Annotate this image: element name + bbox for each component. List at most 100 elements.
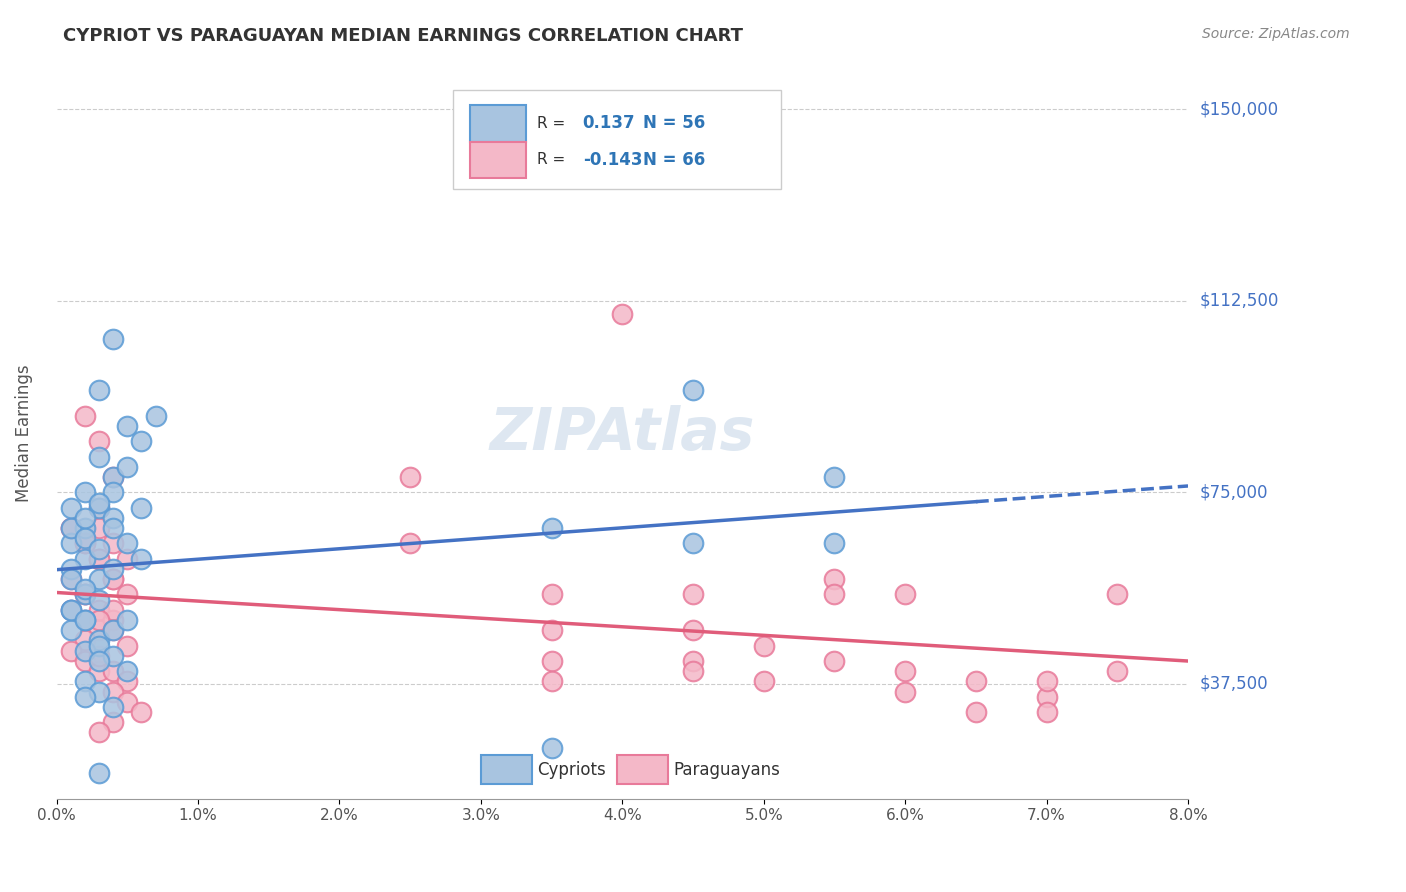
Point	[87, 725, 110, 739]
FancyBboxPatch shape	[470, 142, 526, 178]
Point	[73, 582, 96, 597]
Point	[87, 450, 110, 464]
Point	[101, 624, 124, 638]
Text: R =: R =	[537, 116, 565, 131]
Point	[540, 654, 562, 668]
Point	[965, 705, 987, 719]
Point	[117, 639, 139, 653]
Point	[101, 613, 124, 627]
Point	[131, 434, 153, 449]
Text: $112,500: $112,500	[1199, 292, 1278, 310]
Text: R =: R =	[537, 153, 565, 168]
Point	[824, 572, 846, 586]
Point	[73, 587, 96, 601]
Point	[101, 332, 124, 346]
Point	[1035, 674, 1057, 689]
Point	[59, 603, 82, 617]
Point	[59, 562, 82, 576]
Point	[73, 521, 96, 535]
Point	[73, 654, 96, 668]
Point	[131, 500, 153, 515]
Point	[894, 684, 917, 698]
Point	[131, 705, 153, 719]
Point	[73, 643, 96, 657]
Point	[87, 551, 110, 566]
Point	[540, 587, 562, 601]
Text: ZIPAtlas: ZIPAtlas	[489, 405, 755, 462]
Point	[824, 470, 846, 484]
Point	[87, 648, 110, 663]
Point	[117, 613, 139, 627]
Point	[73, 536, 96, 550]
FancyBboxPatch shape	[470, 105, 526, 142]
Point	[894, 664, 917, 678]
Point	[101, 536, 124, 550]
Point	[117, 459, 139, 474]
Point	[399, 470, 422, 484]
Point	[73, 613, 96, 627]
Point	[87, 551, 110, 566]
Point	[73, 409, 96, 423]
Point	[87, 633, 110, 648]
Point	[117, 419, 139, 434]
Point	[87, 654, 110, 668]
Point	[73, 536, 96, 550]
FancyBboxPatch shape	[481, 755, 531, 784]
Point	[540, 740, 562, 755]
Point	[682, 383, 704, 397]
Point	[73, 511, 96, 525]
Text: Paraguayans: Paraguayans	[673, 761, 780, 779]
Point	[612, 307, 634, 321]
Point	[101, 715, 124, 730]
Text: $75,000: $75,000	[1199, 483, 1268, 501]
Point	[117, 664, 139, 678]
Point	[87, 434, 110, 449]
Point	[59, 603, 82, 617]
Point	[540, 624, 562, 638]
Point	[87, 639, 110, 653]
Point	[824, 587, 846, 601]
Text: $150,000: $150,000	[1199, 101, 1278, 119]
Point	[87, 500, 110, 515]
Point	[131, 551, 153, 566]
Point	[145, 409, 167, 423]
Point	[101, 470, 124, 484]
Point	[87, 684, 110, 698]
Point	[752, 674, 775, 689]
Text: Cypriots: Cypriots	[537, 761, 606, 779]
Point	[59, 572, 82, 586]
Point	[101, 485, 124, 500]
Point	[73, 613, 96, 627]
Point	[101, 603, 124, 617]
Point	[59, 521, 82, 535]
Point	[1035, 705, 1057, 719]
FancyBboxPatch shape	[617, 755, 668, 784]
Point	[87, 624, 110, 638]
Point	[965, 674, 987, 689]
Point	[73, 690, 96, 704]
Point	[101, 511, 124, 525]
Point	[894, 587, 917, 601]
Text: 0.137: 0.137	[582, 114, 636, 132]
Point	[752, 639, 775, 653]
Point	[73, 587, 96, 601]
Point	[682, 536, 704, 550]
Point	[101, 562, 124, 576]
Text: N = 56: N = 56	[643, 114, 704, 132]
Point	[682, 587, 704, 601]
Point	[87, 541, 110, 556]
Point	[682, 664, 704, 678]
Point	[59, 643, 82, 657]
Point	[399, 536, 422, 550]
Point	[73, 532, 96, 546]
Text: CYPRIOT VS PARAGUAYAN MEDIAN EARNINGS CORRELATION CHART: CYPRIOT VS PARAGUAYAN MEDIAN EARNINGS CO…	[63, 27, 744, 45]
Point	[87, 521, 110, 535]
Point	[87, 572, 110, 586]
Point	[87, 603, 110, 617]
Point	[117, 674, 139, 689]
Point	[59, 536, 82, 550]
Text: Source: ZipAtlas.com: Source: ZipAtlas.com	[1202, 27, 1350, 41]
Point	[87, 766, 110, 780]
Point	[1107, 587, 1129, 601]
Point	[117, 551, 139, 566]
